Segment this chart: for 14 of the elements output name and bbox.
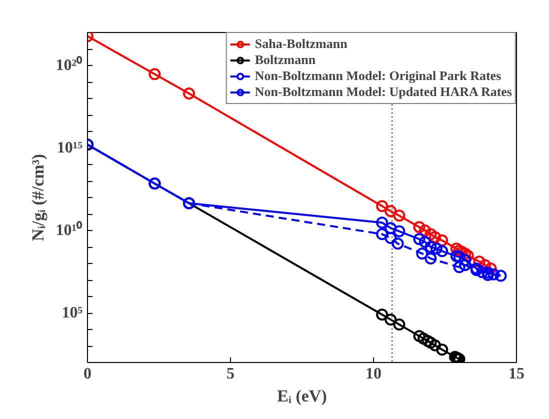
- x-tick-label: 0: [84, 366, 92, 382]
- x-tick-label: 15: [508, 366, 524, 382]
- legend-label: Non-Boltzmann Model: Original Park Rates: [254, 68, 502, 84]
- y-tick-label: 10¹⁵: [56, 140, 83, 156]
- legend-label: Saha-Boltzmann: [254, 36, 348, 52]
- y-tick-label: 10²⁰: [56, 56, 82, 74]
- y-tick-label: 10¹⁰: [56, 221, 82, 239]
- legend-label: Boltzmann: [254, 52, 316, 68]
- x-axis-title: Eᵢ (eV): [277, 386, 327, 406]
- x-tick-label: 10: [366, 366, 382, 382]
- y-tick-label: 10⁵: [62, 304, 83, 322]
- y-axis-title: Nᵢ/gᵢ (#/cm³): [28, 154, 48, 242]
- x-tick-label: 5: [226, 366, 234, 382]
- legend-label: Non-Boltzmann Model: Updated HARA Rates: [254, 84, 512, 100]
